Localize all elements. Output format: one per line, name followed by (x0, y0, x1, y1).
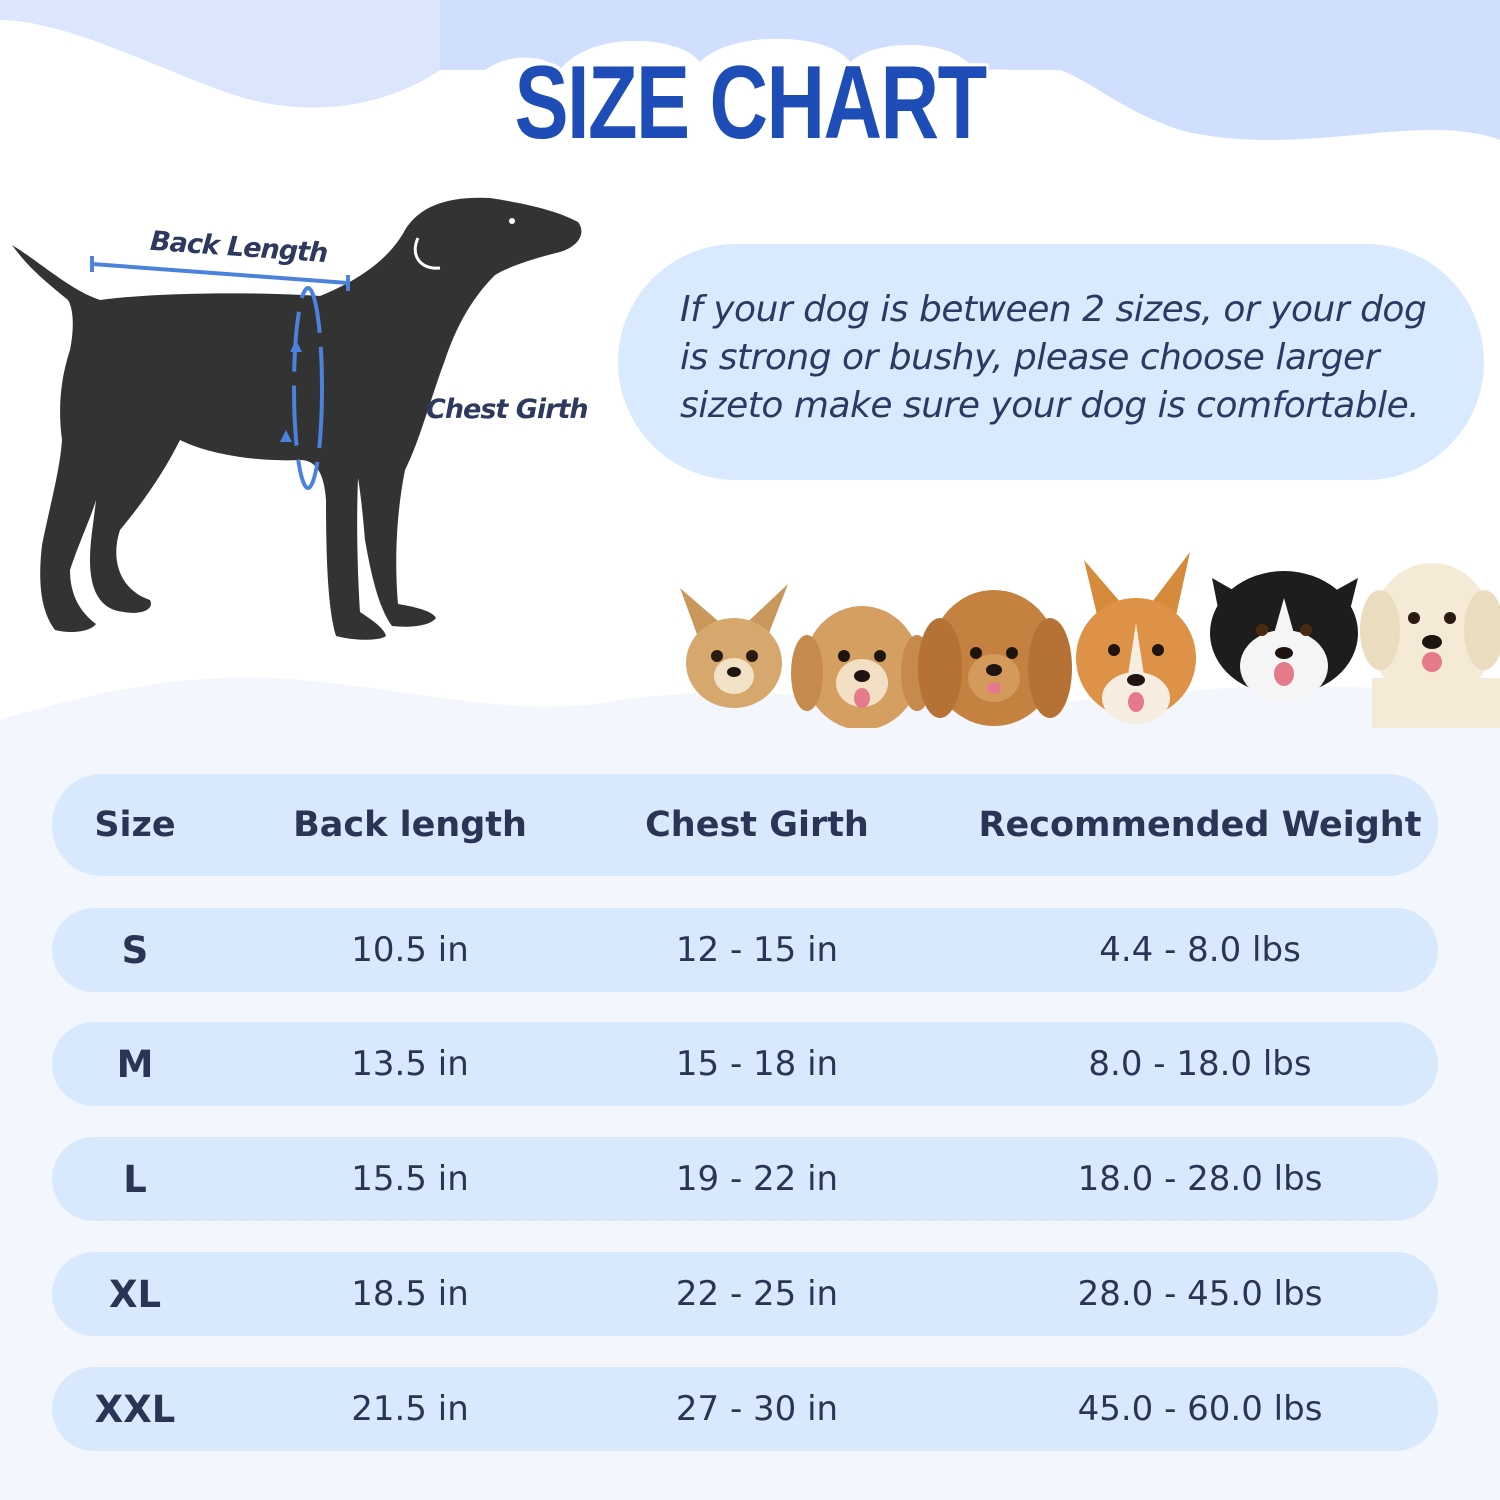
corgi-photo (1076, 552, 1196, 724)
weight-cell: 45.0 - 60.0 lbs (1077, 1389, 1323, 1429)
page-title: SIZE CHART (514, 44, 987, 161)
header-chest-girth: Chest Girth (645, 805, 869, 845)
dog-silhouette-diagram (12, 197, 582, 640)
chest-girth-cell: 15 - 18 in (675, 1044, 839, 1084)
size-cell: XXL (94, 1387, 176, 1431)
sizing-note: If your dog is between 2 sizes, or your … (680, 289, 1427, 426)
table-row: XL 18.5 in 22 - 25 in 28.0 - 45.0 lbs (52, 1252, 1438, 1336)
chest-girth-cell: 27 - 30 in (675, 1389, 839, 1429)
table-row: S 10.5 in 12 - 15 in 4.4 - 8.0 lbs (52, 908, 1438, 992)
note-bubble (618, 244, 1484, 480)
header-back-length: Back length (293, 805, 527, 845)
maltipoo-photo (791, 606, 933, 728)
poodle-photo (918, 590, 1072, 726)
header-size: Size (94, 805, 176, 845)
size-cell: M (116, 1042, 154, 1086)
dog-photos (680, 552, 1500, 728)
table-row: M 13.5 in 15 - 18 in 8.0 - 18.0 lbs (52, 1022, 1438, 1106)
chest-girth-cell: 19 - 22 in (675, 1159, 839, 1199)
chihuahua-photo (680, 584, 788, 708)
weight-cell: 4.4 - 8.0 lbs (1099, 930, 1301, 970)
back-length-cell: 10.5 in (351, 930, 469, 970)
weight-cell: 8.0 - 18.0 lbs (1088, 1044, 1312, 1084)
table-header: Size Back length Chest Girth Recommended… (52, 774, 1438, 876)
border-collie-photo (1210, 571, 1358, 702)
back-length-cell: 21.5 in (351, 1389, 469, 1429)
chest-girth-cell: 22 - 25 in (675, 1274, 839, 1314)
back-length-cell: 15.5 in (351, 1159, 469, 1199)
weight-cell: 18.0 - 28.0 lbs (1077, 1159, 1323, 1199)
size-cell: L (123, 1157, 147, 1201)
size-cell: XL (108, 1272, 162, 1316)
table-row: L 15.5 in 19 - 22 in 18.0 - 28.0 lbs (52, 1137, 1438, 1221)
labrador-photo (1360, 563, 1500, 728)
dog-silhouette (12, 197, 582, 640)
back-length-cell: 13.5 in (351, 1044, 469, 1084)
weight-cell: 28.0 - 45.0 lbs (1077, 1274, 1323, 1314)
chest-girth-cell: 12 - 15 in (675, 930, 839, 970)
table-row: XXL 21.5 in 27 - 30 in 45.0 - 60.0 lbs (52, 1367, 1438, 1451)
chest-girth-label: Chest Girth (426, 394, 589, 425)
header-recommended-weight: Recommended Weight (978, 805, 1422, 845)
back-length-cell: 18.5 in (351, 1274, 469, 1314)
size-cell: S (121, 928, 149, 972)
